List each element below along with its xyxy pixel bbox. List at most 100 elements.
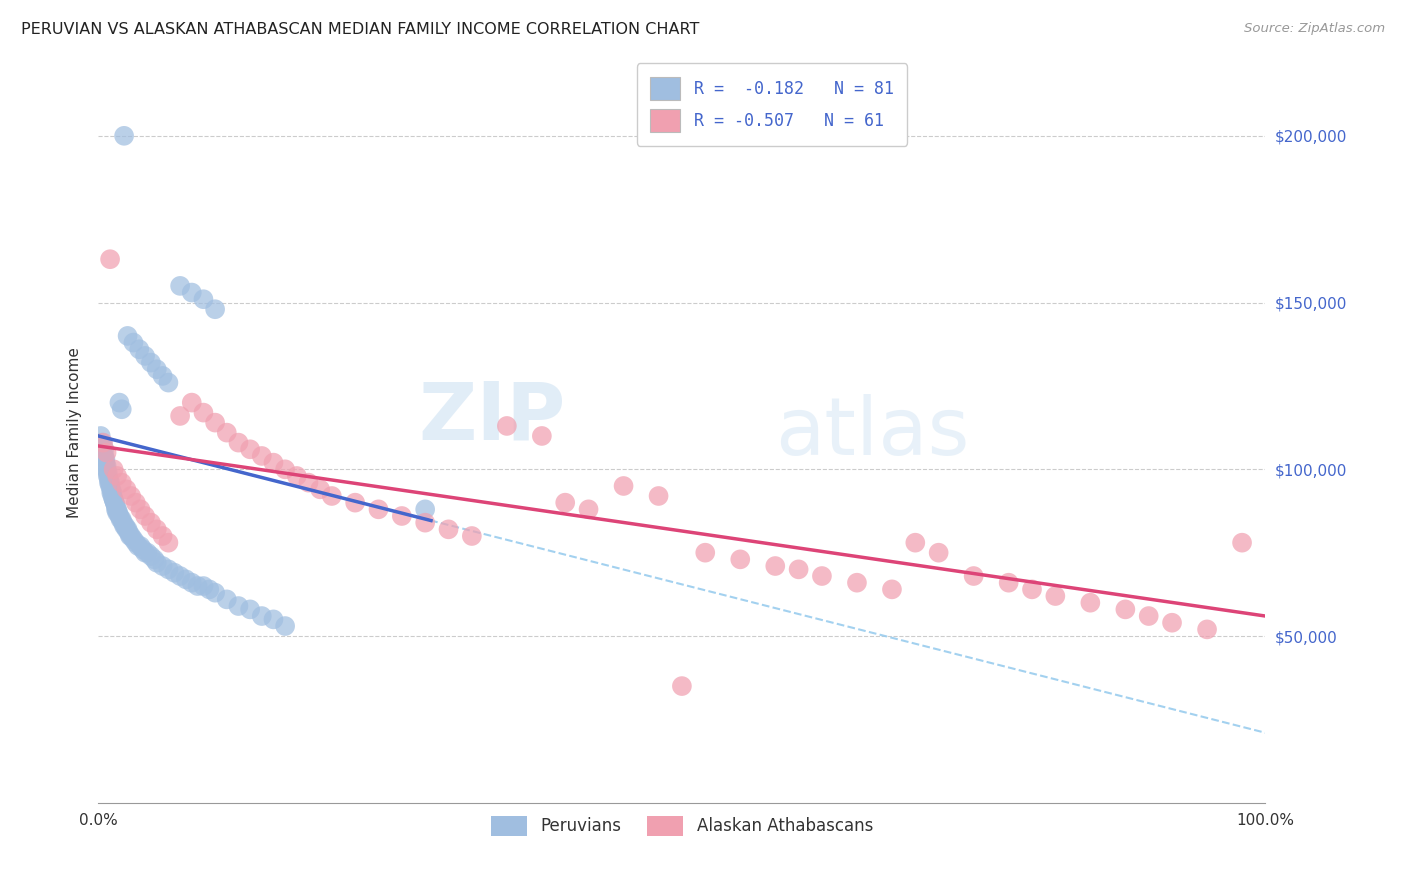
Point — [108, 508, 131, 523]
Point — [647, 489, 669, 503]
Point — [730, 552, 752, 566]
Point — [93, 449, 115, 463]
Point — [103, 492, 125, 507]
Point — [880, 582, 903, 597]
Point — [157, 376, 180, 390]
Point — [344, 496, 367, 510]
Y-axis label: Median Family Income: Median Family Income — [66, 347, 82, 518]
Point — [180, 395, 202, 409]
Point — [105, 506, 128, 520]
Point — [169, 278, 191, 293]
Point — [103, 462, 125, 476]
Point — [193, 292, 215, 306]
Point — [96, 445, 118, 459]
Point — [101, 489, 124, 503]
Point — [110, 512, 132, 526]
Point — [111, 516, 134, 530]
Point — [1114, 602, 1136, 616]
Point — [613, 479, 636, 493]
Point — [104, 496, 127, 510]
Text: Source: ZipAtlas.com: Source: ZipAtlas.com — [1244, 22, 1385, 36]
Point — [111, 402, 134, 417]
Point — [413, 516, 436, 530]
Point — [530, 429, 553, 443]
Point — [111, 475, 134, 490]
Point — [321, 489, 343, 503]
Point — [134, 508, 156, 523]
Point — [1080, 596, 1102, 610]
Point — [139, 355, 162, 369]
Point — [204, 302, 226, 317]
Point — [193, 579, 215, 593]
Point — [96, 462, 118, 476]
Point — [94, 452, 117, 467]
Point — [100, 483, 122, 497]
Point — [97, 466, 120, 480]
Point — [139, 516, 162, 530]
Point — [143, 552, 166, 566]
Point — [285, 469, 308, 483]
Point — [554, 496, 576, 510]
Point — [1230, 535, 1253, 549]
Point — [111, 512, 134, 526]
Point — [90, 435, 112, 450]
Point — [112, 519, 135, 533]
Point — [1161, 615, 1184, 630]
Point — [461, 529, 484, 543]
Point — [104, 502, 127, 516]
Point — [146, 556, 169, 570]
Point — [97, 472, 120, 486]
Point — [118, 529, 141, 543]
Point — [174, 573, 197, 587]
Point — [125, 496, 148, 510]
Text: PERUVIAN VS ALASKAN ATHABASCAN MEDIAN FAMILY INCOME CORRELATION CHART: PERUVIAN VS ALASKAN ATHABASCAN MEDIAN FA… — [21, 22, 699, 37]
Point — [157, 535, 180, 549]
Point — [94, 456, 117, 470]
Point — [134, 349, 156, 363]
Point — [115, 483, 138, 497]
Point — [274, 462, 297, 476]
Point — [104, 496, 127, 510]
Point — [93, 442, 115, 457]
Point — [228, 599, 250, 613]
Point — [204, 585, 226, 599]
Point — [152, 559, 174, 574]
Point — [215, 592, 238, 607]
Point — [811, 569, 834, 583]
Point — [695, 546, 717, 560]
Point — [309, 483, 332, 497]
Point — [139, 549, 162, 563]
Point — [129, 539, 152, 553]
Point — [146, 362, 169, 376]
Point — [169, 569, 191, 583]
Point — [250, 609, 273, 624]
Point — [108, 395, 131, 409]
Point — [1137, 609, 1160, 624]
Point — [193, 406, 215, 420]
Point — [671, 679, 693, 693]
Point — [928, 546, 950, 560]
Point — [90, 429, 112, 443]
Point — [118, 525, 141, 540]
Point — [97, 469, 120, 483]
Point — [98, 252, 121, 267]
Point — [100, 485, 122, 500]
Point — [107, 506, 129, 520]
Point — [105, 469, 128, 483]
Point — [98, 475, 121, 490]
Point — [114, 519, 136, 533]
Point — [120, 489, 142, 503]
Point — [904, 535, 927, 549]
Point — [169, 409, 191, 423]
Legend: Peruvians, Alaskan Athabascans: Peruvians, Alaskan Athabascans — [484, 809, 880, 843]
Point — [96, 458, 118, 473]
Point — [91, 439, 114, 453]
Point — [101, 485, 124, 500]
Point — [146, 522, 169, 536]
Point — [132, 542, 155, 557]
Text: ZIP: ZIP — [418, 379, 565, 457]
Point — [180, 575, 202, 590]
Point — [262, 612, 284, 626]
Point — [157, 562, 180, 576]
Point — [128, 343, 150, 357]
